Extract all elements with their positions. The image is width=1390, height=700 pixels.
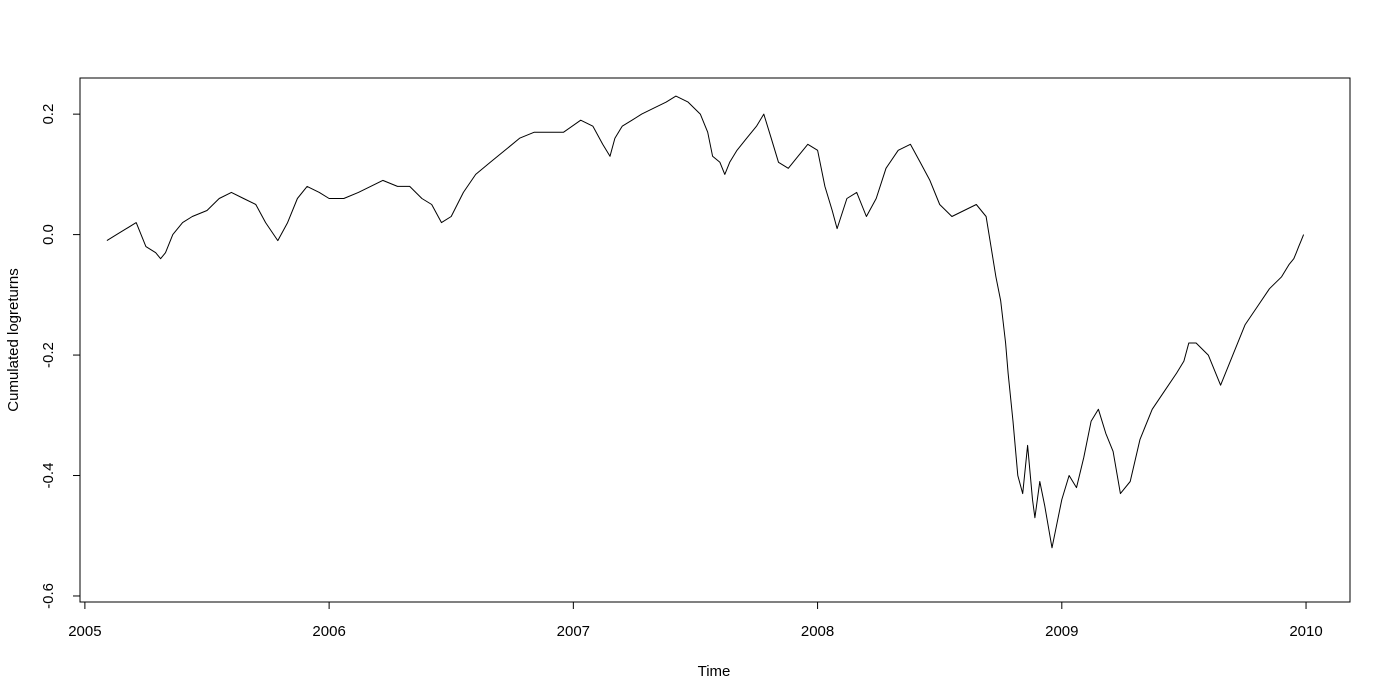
x-tick-label: 2009 <box>1045 623 1078 640</box>
y-tick-label: -0.4 <box>40 463 57 489</box>
plot-area-border <box>79 77 1351 603</box>
y-tick-label: -0.6 <box>40 583 57 609</box>
y-tick-label: 0.2 <box>40 104 57 125</box>
series-layer <box>106 95 1305 549</box>
y-axis: -0.6 -0.4 -0.2 0.0 0.2 <box>40 104 81 609</box>
x-tick-label: 2007 <box>557 623 590 640</box>
y-axis-title: Cumulated logreturns <box>5 268 22 411</box>
x-axis: 2005 2006 2007 2008 2009 2010 <box>68 601 1323 640</box>
y-tick-label: -0.2 <box>40 342 57 368</box>
x-tick-label: 2005 <box>68 623 101 640</box>
x-axis-title: Time <box>698 663 731 680</box>
x-tick-label: 2010 <box>1289 623 1322 640</box>
x-tick-label: 2006 <box>312 623 345 640</box>
x-tick-label: 2008 <box>801 623 834 640</box>
series-line <box>106 95 1305 549</box>
y-tick-label: 0.0 <box>40 224 57 245</box>
